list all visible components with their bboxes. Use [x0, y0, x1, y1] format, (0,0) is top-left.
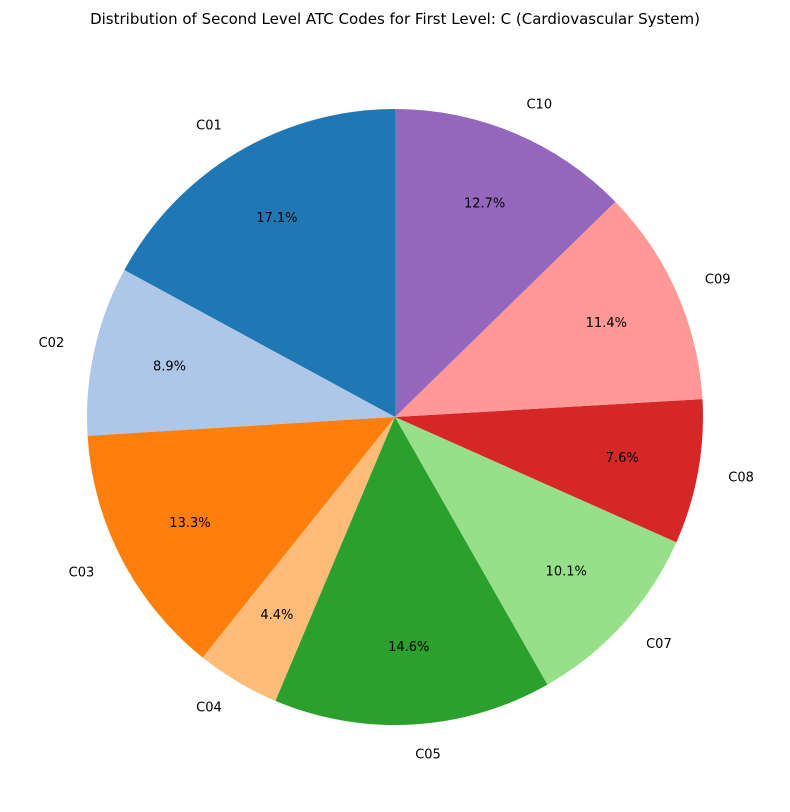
percent-label-c04: 4.4% — [260, 608, 293, 623]
category-label-c08: C08 — [728, 470, 754, 485]
percent-label-c08: 7.6% — [606, 451, 639, 466]
category-label-c03: C03 — [69, 566, 95, 581]
category-label-c05: C05 — [415, 748, 441, 763]
percent-label-c02: 8.9% — [153, 360, 186, 375]
category-label-c02: C02 — [39, 336, 65, 351]
category-label-c10: C10 — [526, 97, 552, 112]
category-label-c04: C04 — [196, 701, 222, 716]
percent-label-c05: 14.6% — [388, 640, 429, 655]
percent-labels: 17.1% 8.9% 13.3% 4.4% 14.6% 10.1% 7.6% 11.4% 12.… — [153, 197, 639, 655]
pie-slice-c07 — [395, 417, 677, 685]
category-label-c01: C01 — [196, 118, 222, 133]
pie-slice-c02 — [87, 270, 395, 436]
percent-label-c07: 10.1% — [546, 565, 587, 580]
pie-slice-c04 — [202, 417, 395, 701]
pie-slice-c01 — [124, 109, 395, 417]
pie-slice-c10 — [395, 109, 616, 417]
percent-label-c01: 17.1% — [256, 211, 297, 226]
pie-slice-c09 — [395, 201, 703, 417]
category-label-c09: C09 — [705, 273, 731, 288]
percent-label-c03: 13.3% — [169, 516, 210, 531]
percent-label-c10: 12.7% — [464, 197, 505, 212]
pie-slice-c03 — [87, 417, 395, 658]
pie-slice-c08 — [395, 399, 703, 543]
chart-title: Distribution of Second Level ATC Codes f… — [90, 10, 700, 28]
pie-slice-c05 — [275, 417, 548, 726]
category-label-c07: C07 — [646, 637, 672, 652]
pie-slices — [87, 109, 703, 726]
percent-label-c09: 11.4% — [586, 316, 627, 331]
category-labels: C01 C02 C03 C04 C05 C07 C08 C09 C10 — [39, 97, 754, 762]
